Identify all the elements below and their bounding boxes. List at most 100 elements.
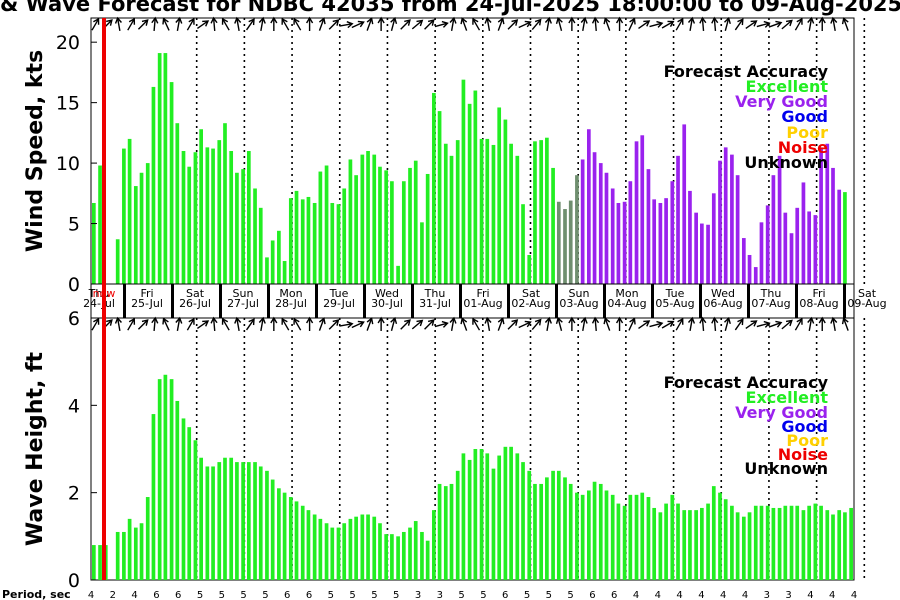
- wind-direction-arrow: [377, 16, 385, 31]
- period-value: 5: [393, 590, 399, 600]
- wind-arrow-shaft: [196, 20, 208, 30]
- wave-bar: [795, 505, 800, 580]
- wind-bar: [735, 175, 740, 284]
- wave-arrow-shaft: [843, 319, 849, 331]
- wind-bar: [122, 148, 126, 284]
- day-date: 04-Aug: [607, 297, 646, 310]
- wind-bar: [449, 155, 454, 284]
- wave-arrow-head: [441, 320, 449, 328]
- wind-direction-arrow: [531, 18, 542, 31]
- wave-arrow-shaft: [781, 320, 792, 330]
- wind-direction-arrow: [293, 17, 302, 31]
- wave-direction-arrow: [723, 316, 731, 331]
- wave-bar: [473, 449, 478, 580]
- wind-bar: [753, 267, 758, 284]
- wind-direction-arrow: [339, 21, 354, 29]
- wind-bar: [711, 193, 716, 284]
- wind-arrow-head: [332, 19, 340, 26]
- wave-arrow-shaft: [486, 318, 491, 332]
- wind-direction-arrow: [151, 16, 159, 32]
- wind-arrow-shaft: [424, 20, 434, 30]
- period-value: 4: [720, 590, 726, 600]
- wave-bar: [658, 512, 663, 580]
- day-date: 29-Jul: [323, 297, 355, 310]
- wind-arrow-head: [643, 20, 651, 27]
- wind-arrow-head: [484, 16, 492, 24]
- wind-direction-arrow: [661, 20, 675, 29]
- wave-arrow-shaft: [734, 319, 743, 331]
- wind-direction-arrow: [675, 17, 684, 31]
- day-date: 28-Jul: [275, 297, 307, 310]
- wave-bar: [825, 510, 830, 580]
- wave-bar: [688, 510, 692, 580]
- wave-direction-arrow: [377, 316, 385, 331]
- wind-y-axis-label: Wind Speed, kts: [23, 50, 48, 252]
- wave-bar: [342, 523, 347, 580]
- wave-bar: [181, 418, 186, 580]
- wind-bar: [300, 199, 305, 284]
- wave-bar: [122, 531, 126, 580]
- now-line-wave: [102, 318, 106, 580]
- day-date: 26-Jul: [179, 297, 211, 310]
- wave-bar: [449, 483, 454, 580]
- wave-arrow-shaft: [808, 318, 813, 332]
- wave-arrow-shaft: [196, 320, 208, 330]
- wind-arrow-head: [807, 16, 815, 24]
- wave-arrow-head: [484, 316, 492, 324]
- wind-arrow-head: [416, 19, 424, 27]
- wave-arrow-head: [404, 319, 411, 326]
- wind-arrow-head: [151, 16, 159, 24]
- day-separator: [651, 284, 654, 318]
- wind-bar: [443, 143, 448, 284]
- wave-bars: [92, 374, 853, 580]
- wind-arrow-shaft: [507, 20, 518, 30]
- wave-bar: [586, 490, 591, 580]
- wave-arrow-shaft: [366, 319, 372, 331]
- wave-bar: [115, 531, 120, 580]
- wave-arrow-head: [332, 319, 340, 326]
- wind-bar: [723, 147, 728, 284]
- wave-y-tick-label: 2: [68, 483, 80, 505]
- wave-arrow-head: [162, 317, 169, 325]
- wave-bar: [539, 483, 544, 580]
- wave-y-ticks: 0 2 4 6: [68, 308, 97, 592]
- wind-day-gridlines: [195, 18, 866, 284]
- wind-direction-arrow: [745, 20, 758, 30]
- wave-bar: [676, 503, 680, 580]
- wave-bar: [425, 540, 430, 580]
- wind-bar: [598, 163, 603, 284]
- wind-arrow-head: [591, 16, 600, 24]
- wave-arrow-head: [818, 316, 826, 324]
- wind-arrow-shaft: [153, 18, 156, 32]
- wind-bar: [467, 103, 472, 284]
- wind-arrow-head: [234, 16, 242, 24]
- wave-arrow-shaft: [794, 319, 802, 331]
- period-values: 4 2 4 6 6 5 5 5 5 6 6 5 5 5 5 3 3 5 5 6 5 5 5 6 6 4 4 4 4 4 4 3 3 4 4 4: [88, 590, 857, 600]
- wind-arrow-head: [449, 16, 457, 24]
- wind-legend-excellent: Excellent: [746, 77, 829, 96]
- wave-direction-arrow: [411, 319, 424, 330]
- wave-bar: [735, 512, 740, 580]
- wave-arrow-shaft: [832, 318, 836, 332]
- wave-direction-arrow: [449, 316, 457, 332]
- day-name: Fri: [140, 287, 153, 300]
- wind-direction-arrow: [638, 20, 651, 30]
- wave-direction-arrow: [830, 316, 838, 332]
- wave-arrow-shaft: [689, 318, 693, 332]
- period-value: 6: [306, 590, 312, 600]
- wind-arrow-shaft: [756, 22, 769, 28]
- wind-bar: [187, 166, 192, 284]
- wind-direction-arrow: [210, 16, 218, 32]
- wind-bar: [718, 160, 722, 284]
- wave-arrow-shaft: [546, 318, 550, 332]
- wind-bar: [241, 169, 245, 284]
- wind-bar: [491, 144, 496, 284]
- wave-arrow-head: [248, 318, 255, 326]
- wind-arrow-shaft: [137, 20, 148, 30]
- wind-bar: [551, 167, 555, 284]
- wave-arrow-shaft: [518, 321, 530, 329]
- wave-bar: [801, 510, 806, 580]
- wind-arrow-shaft: [176, 18, 181, 32]
- wave-y-axis-label: Wave Height, ft: [23, 351, 48, 546]
- wave-bar: [187, 427, 192, 580]
